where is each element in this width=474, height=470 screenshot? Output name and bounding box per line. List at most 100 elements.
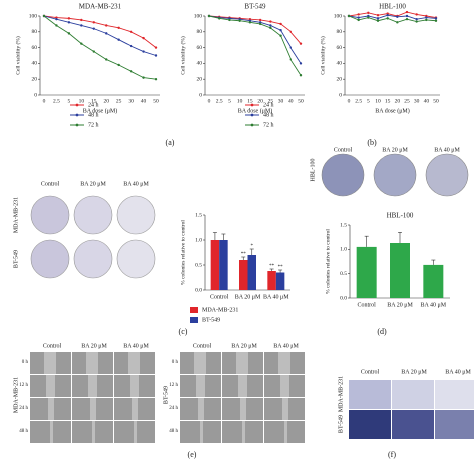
y-axis-label: Cell viability (%) <box>319 36 326 75</box>
error-bar <box>278 269 283 273</box>
x-axis-label: BA dose (μM) <box>375 107 410 114</box>
point <box>105 24 108 27</box>
y-tick-label: 0 <box>199 92 202 98</box>
point <box>396 15 399 18</box>
point <box>347 14 351 18</box>
point <box>117 26 120 30</box>
row-label: MDA-MB-231 <box>338 376 344 412</box>
point <box>117 38 120 41</box>
legend-marker <box>75 103 79 107</box>
wound-gap <box>240 398 246 420</box>
row-label: MDA-MB-231 <box>13 377 19 413</box>
legend-label: 72 h <box>88 122 99 128</box>
point <box>67 21 71 24</box>
transwell-image <box>349 410 391 439</box>
error-bar <box>431 259 436 265</box>
wound-gap <box>46 375 55 397</box>
point <box>92 27 95 30</box>
row-label: BT-549 <box>163 386 169 404</box>
series-line <box>208 15 302 44</box>
bar <box>275 272 285 290</box>
x-tick-label: 40 <box>288 98 294 104</box>
panel-label: (f) <box>388 450 396 459</box>
point <box>415 13 418 16</box>
column-label: Control <box>41 181 60 187</box>
time-label: 12 h <box>169 383 178 388</box>
x-tick-label: 40 <box>424 98 430 104</box>
series-line <box>208 15 302 64</box>
error-bar <box>221 233 226 240</box>
wound-gap <box>280 375 289 397</box>
wound-gap <box>284 421 287 443</box>
x-tick-label: 20 <box>395 98 401 104</box>
wound-gap <box>48 398 54 420</box>
x-tick-label: 2.5 <box>355 98 362 104</box>
panel-label: (c) <box>179 327 188 336</box>
x-tick-label: 5 <box>367 98 370 104</box>
transwell-image <box>435 380 474 409</box>
bar <box>239 260 248 290</box>
time-label: 24 h <box>19 406 28 411</box>
legend-label: 24 h <box>263 102 274 108</box>
wound-gap <box>128 352 140 374</box>
chart-title: MDA-MB-231 <box>79 3 122 11</box>
point <box>434 19 438 22</box>
y-tick-label: 0.0 <box>340 295 347 301</box>
column-label: BA 40 μM <box>123 181 149 187</box>
point <box>154 46 158 49</box>
point <box>405 17 409 21</box>
row-label: MDA-MB-231 <box>13 197 19 233</box>
column-label: Control <box>334 147 353 153</box>
x-axis-label: BA dose (μM) <box>83 107 118 114</box>
bar <box>356 246 377 298</box>
x-tick-label: 0 <box>348 98 351 104</box>
wound-gap <box>132 398 138 420</box>
bar <box>423 264 444 298</box>
wound-gap <box>200 421 203 443</box>
point <box>92 50 95 53</box>
x-tick-label: 30 <box>128 98 134 104</box>
x-tick-label: 15 <box>91 98 97 104</box>
x-axis-label: BA dose (μM) <box>238 107 273 114</box>
y-tick-label: 100 <box>334 13 343 19</box>
point <box>415 17 418 21</box>
x-tick-label: 20 <box>103 98 109 104</box>
point <box>105 32 108 35</box>
point <box>80 42 83 45</box>
x-tick-label: Control <box>357 302 376 308</box>
column-label: Control <box>193 343 212 349</box>
y-tick-label: 40 <box>32 61 38 67</box>
point <box>238 19 241 22</box>
x-tick-label: 50 <box>153 98 159 104</box>
x-tick-label: 0 <box>208 98 211 104</box>
x-tick-label: 2.5 <box>216 98 223 104</box>
time-label: 0 h <box>172 360 179 365</box>
point <box>376 14 380 17</box>
point <box>386 14 389 17</box>
column-label: BA 40 μM <box>123 343 149 349</box>
row-label: BT-549 <box>13 250 19 268</box>
column-label: Control <box>361 369 380 375</box>
point <box>367 16 370 19</box>
colony-dish <box>425 153 469 197</box>
wound-gap <box>88 375 97 397</box>
transwell-image <box>435 410 474 439</box>
legend-label: 48 h <box>88 112 99 118</box>
y-tick-label: 0 <box>339 92 342 98</box>
wound-gap <box>236 352 248 374</box>
y-tick-label: 80 <box>32 29 38 35</box>
wound-gap <box>90 398 96 420</box>
x-tick-label: 5 <box>68 98 71 104</box>
x-tick-label: 15 <box>247 98 253 104</box>
wound-gap <box>196 375 205 397</box>
wound-gap <box>92 421 95 443</box>
series-line <box>208 15 302 76</box>
point <box>142 50 145 53</box>
point <box>299 62 303 65</box>
point <box>129 30 133 33</box>
y-axis-label: Cell viability (%) <box>14 36 21 75</box>
significance: ** <box>269 264 275 269</box>
y-tick-label: 20 <box>337 76 343 82</box>
significance: ** <box>278 265 284 270</box>
panel-label: (b) <box>367 138 377 147</box>
